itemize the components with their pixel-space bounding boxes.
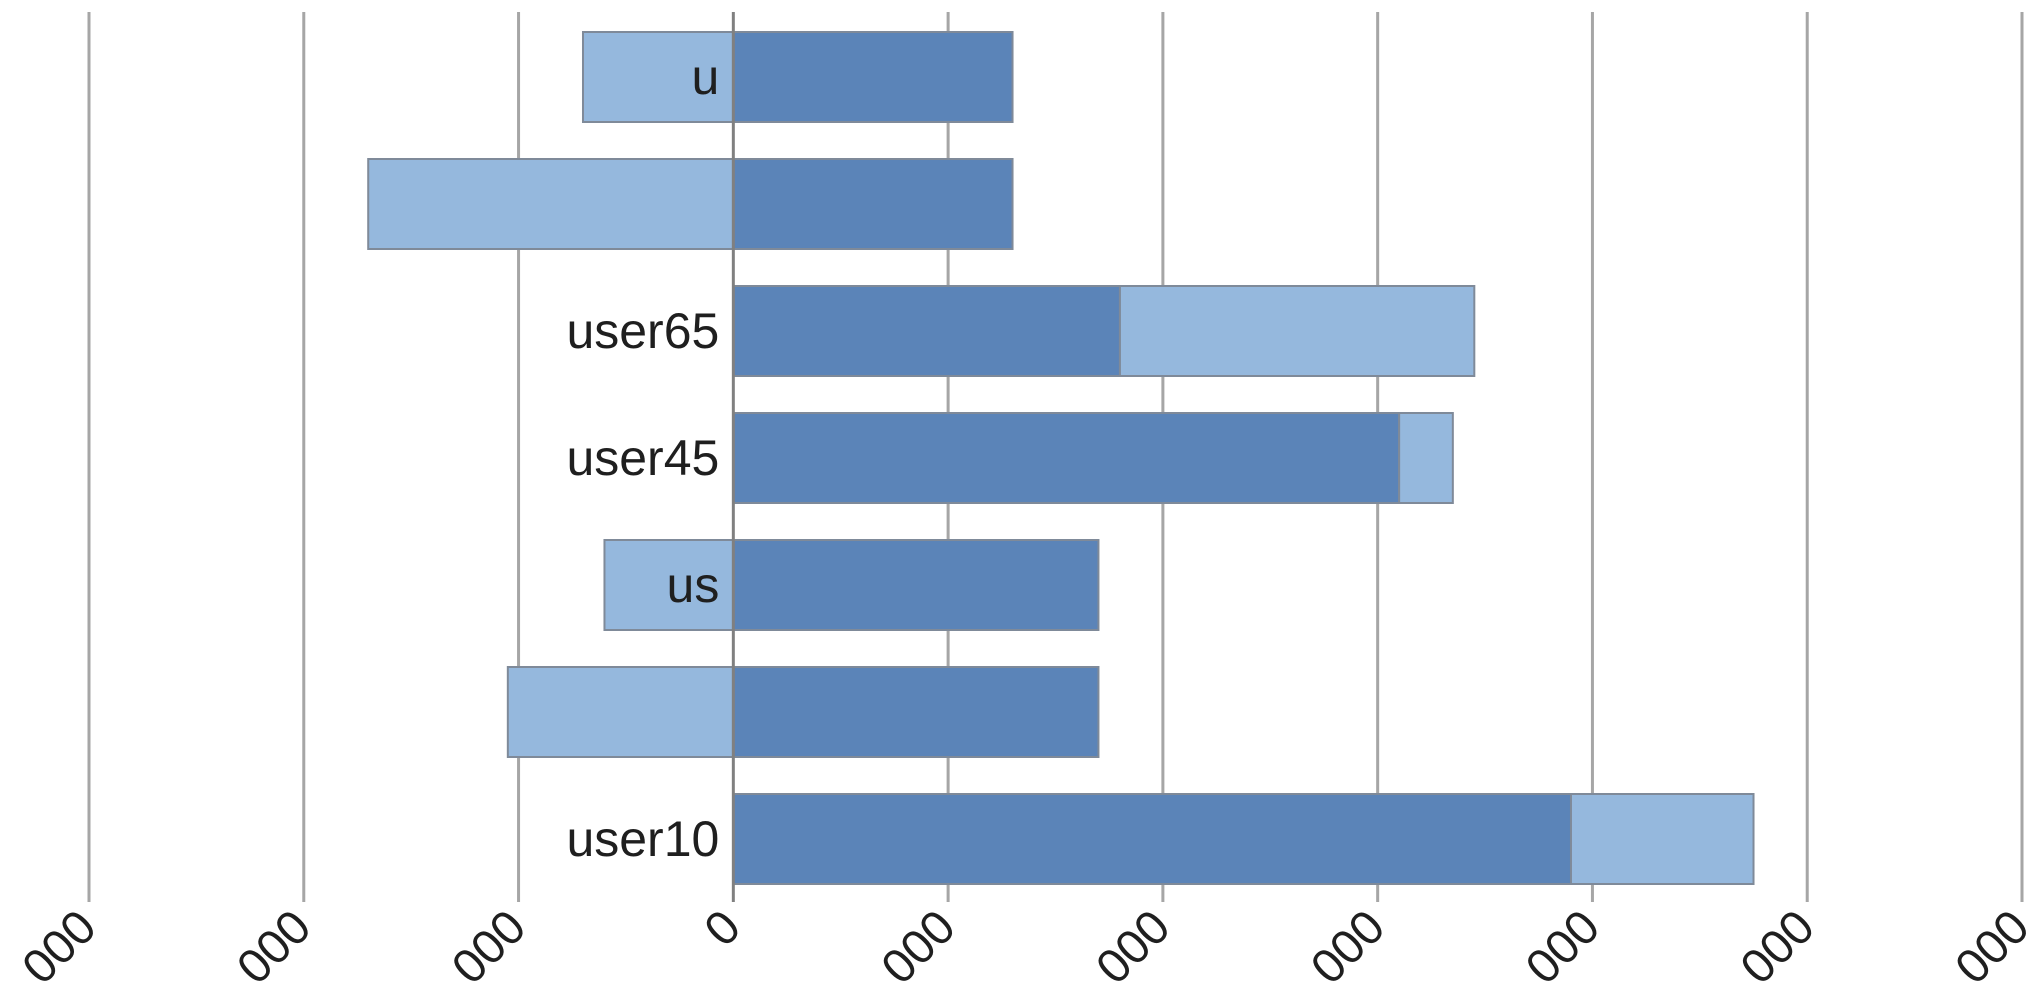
bar-series1-row2 [732, 285, 1121, 377]
bar-series1-row1 [732, 158, 1014, 250]
bars [367, 31, 1755, 885]
x-tick-label-4: 000 [872, 900, 966, 994]
bar-series1-row5 [732, 666, 1100, 758]
category-label-2: user65 [566, 303, 719, 359]
x-tick-label-3: 0 [695, 900, 751, 956]
bar-series2-row1 [367, 158, 735, 250]
category-label-6: user10 [566, 811, 719, 867]
bar-series2-row0 [581, 31, 735, 123]
bar-series2-row5 [506, 666, 735, 758]
category-labels: u user65 user45 us user10 [566, 49, 719, 867]
x-tick-label-9: 000 [1946, 900, 2040, 994]
bar-series1-row3 [732, 412, 1401, 504]
x-tick-label-2: 000 [442, 900, 536, 994]
x-tick-label-6: 000 [1301, 900, 1395, 994]
category-label-4: us [667, 557, 720, 613]
x-tick-labels: 000 000 000 0 000 000 000 000 000 000 [13, 900, 2040, 994]
x-tick-label-0: 000 [13, 900, 107, 994]
x-tick-label-1: 000 [227, 900, 321, 994]
bar-series2-row2 [1118, 285, 1476, 377]
x-tick-label-8: 000 [1731, 900, 1825, 994]
category-label-0: u [692, 49, 720, 105]
bar-series2-row4 [603, 539, 735, 631]
bar-series1-row6 [732, 793, 1572, 885]
x-tick-label-5: 000 [1086, 900, 1180, 994]
bar-series1-row0 [732, 31, 1014, 123]
x-tick-label-7: 000 [1516, 900, 1610, 994]
bar-series2-row3 [1398, 412, 1454, 504]
category-label-3: user45 [566, 430, 719, 486]
bar-series2-row6 [1569, 793, 1755, 885]
bar-series1-row4 [732, 539, 1100, 631]
